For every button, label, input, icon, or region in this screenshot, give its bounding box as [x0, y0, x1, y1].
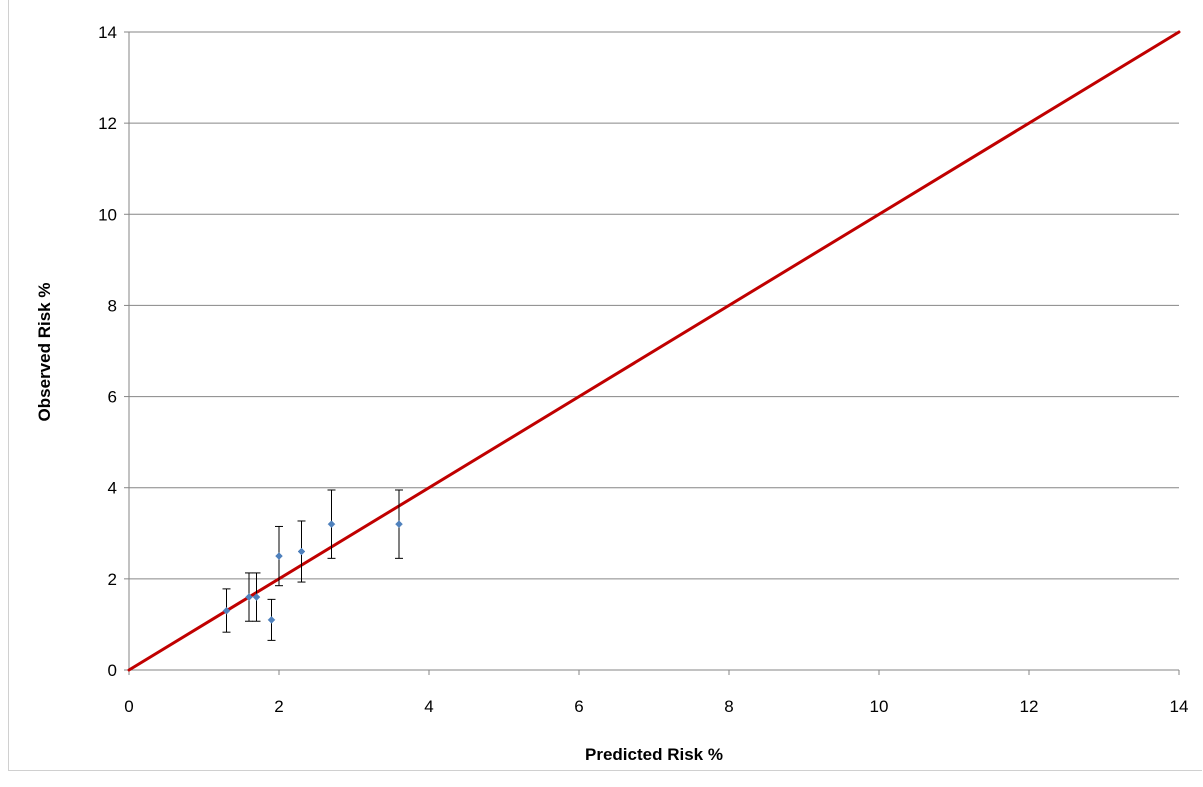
axes — [128, 32, 1179, 671]
data-point-1 — [245, 593, 253, 601]
chart-frame — [8, 0, 1202, 771]
data-points — [222, 520, 403, 624]
reference-line — [127, 30, 1181, 672]
y-tick-label-2: 2 — [108, 570, 117, 589]
data-point-0 — [222, 606, 231, 615]
data-point-3 — [267, 616, 276, 624]
x-tick-label-12: 12 — [1020, 697, 1039, 716]
y-tick-label-0: 0 — [108, 661, 117, 680]
data-point-4 — [275, 552, 283, 560]
x-tick-label-0: 0 — [124, 697, 133, 716]
x-tick-label-14: 14 — [1170, 697, 1189, 716]
grid-lines — [129, 31, 1179, 580]
y-tick-label-14: 14 — [98, 23, 117, 42]
y-tick-label-12: 12 — [98, 114, 117, 133]
y-tick-label-10: 10 — [98, 205, 117, 224]
x-tick-label-8: 8 — [724, 697, 733, 716]
y-tick-label-8: 8 — [108, 296, 117, 315]
x-tick-labels: 0 2 4 6 8 10 12 14 — [124, 670, 1188, 716]
x-tick-label-4: 4 — [424, 697, 433, 716]
x-axis-title: Predicted Risk % — [585, 745, 723, 764]
x-tick-label-2: 2 — [274, 697, 283, 716]
error-bars — [222, 489, 403, 641]
x-tick-label-6: 6 — [574, 697, 583, 716]
y-tick-labels: 0 2 4 6 8 10 12 14 — [98, 23, 129, 680]
y-axis-title: Observed Risk % — [35, 283, 54, 422]
y-tick-label-4: 4 — [108, 479, 117, 498]
data-point-5 — [297, 547, 306, 556]
data-point-6 — [327, 520, 336, 529]
data-point-7 — [395, 520, 403, 529]
x-tick-label-10: 10 — [870, 697, 889, 716]
reference-line-segment — [127, 30, 1181, 672]
data-point-2 — [252, 593, 261, 601]
y-tick-label-6: 6 — [108, 388, 117, 407]
